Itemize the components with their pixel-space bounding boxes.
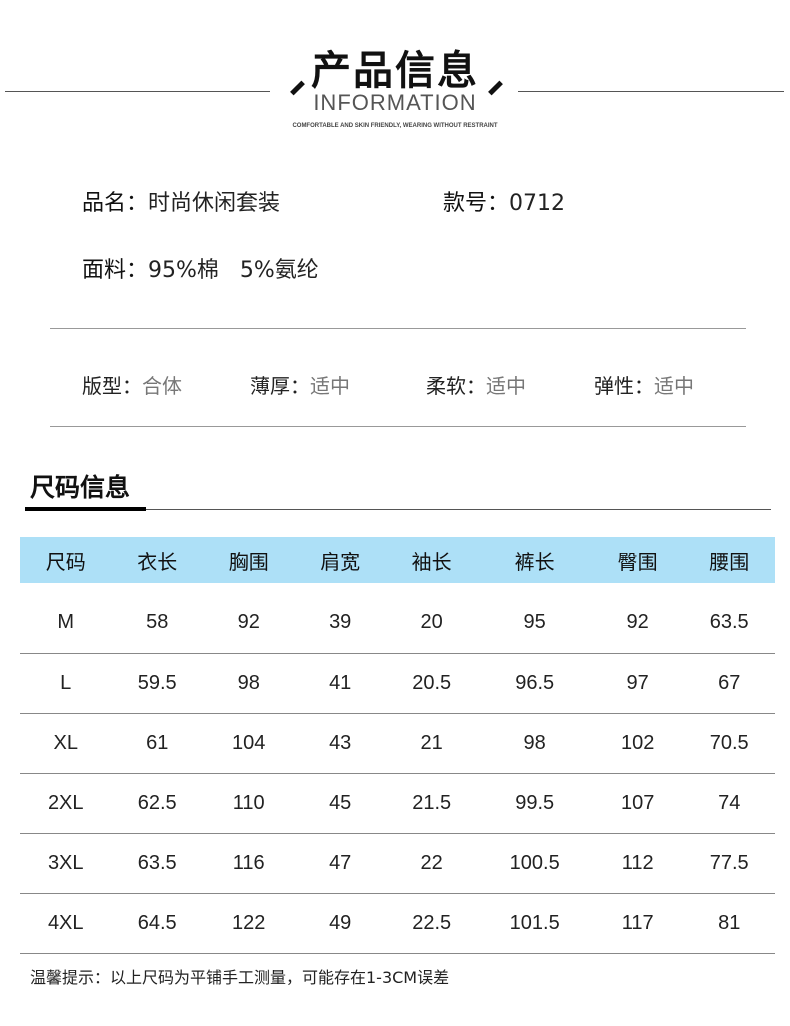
- table-cell: XL: [20, 713, 112, 774]
- label: 薄厚：: [250, 374, 310, 398]
- value: 适中: [486, 374, 526, 398]
- tagline: COMFORTABLE AND SKIN FRIENDLY, WEARING W…: [292, 123, 498, 129]
- table-cell: 45: [294, 773, 386, 834]
- table-cell: 62.5: [111, 773, 203, 834]
- table-cell: 70.5: [683, 713, 775, 774]
- table-cell: 102: [591, 713, 684, 774]
- value: 适中: [310, 374, 350, 398]
- section-divider: [146, 509, 771, 510]
- header-divider-left: [5, 91, 270, 92]
- table-cell: 20.5: [385, 653, 478, 714]
- table-cell: 63.5: [683, 583, 775, 654]
- header-divider-right: [518, 91, 784, 92]
- table-cell: 98: [202, 653, 295, 714]
- size-section-title: 尺码信息: [30, 473, 131, 502]
- table-cell: 43: [294, 713, 386, 774]
- value: 合体: [142, 374, 182, 398]
- table-cell: 81: [683, 893, 775, 954]
- table-cell: 3XL: [20, 833, 112, 894]
- table-cell: 98: [477, 713, 592, 774]
- table-cell: 92: [591, 583, 684, 654]
- attr-thickness: 薄厚：适中: [250, 370, 350, 399]
- column-header: 腰围: [683, 537, 775, 583]
- table-cell: 2XL: [20, 773, 112, 834]
- table-cell: 64.5: [111, 893, 203, 954]
- value: 时尚休闲套装: [148, 191, 281, 216]
- divider: [50, 328, 746, 329]
- table-row: 2XL 62.5 110 45 21.5 99.5 107 74: [20, 773, 775, 834]
- value: 95%棉 5%氨纶: [148, 258, 319, 283]
- page-subtitle: INFORMATION: [313, 90, 477, 115]
- table-cell: 67: [683, 653, 775, 714]
- table-cell: 49: [294, 893, 386, 954]
- section-underline: [25, 507, 146, 511]
- value: 适中: [654, 374, 694, 398]
- table-cell: 47: [294, 833, 386, 894]
- table-cell: 92: [202, 583, 295, 654]
- table-row: L 59.5 98 41 20.5 96.5 97 67: [20, 653, 775, 714]
- column-header: 胸围: [202, 537, 295, 583]
- table-row: 4XL 64.5 122 49 22.5 101.5 117 81: [20, 893, 775, 954]
- table-cell: 20: [385, 583, 478, 654]
- table-cell: 22: [385, 833, 478, 894]
- size-table: 尺码 衣长 胸围 肩宽 袖长 裤长 臀围 腰围 M 58 92 39 20 95 92 63.5 L 59.5 9…: [20, 537, 775, 954]
- label: 面料：: [82, 258, 149, 283]
- table-cell: L: [20, 653, 112, 714]
- page-title: 产品信息: [311, 48, 479, 94]
- product-name: 品名：时尚休闲套装: [82, 185, 280, 217]
- table-row: XL 61 104 43 21 98 102 70.5: [20, 713, 775, 774]
- product-fabric: 面料：95%棉 5%氨纶: [82, 252, 319, 284]
- table-cell: 95: [477, 583, 592, 654]
- table-cell: 58: [111, 583, 203, 654]
- table-cell: 61: [111, 713, 203, 774]
- table-cell: 22.5: [385, 893, 478, 954]
- table-cell: 41: [294, 653, 386, 714]
- label: 版型：: [82, 374, 142, 398]
- label: 弹性：: [594, 374, 654, 398]
- table-cell: 99.5: [477, 773, 592, 834]
- divider: [50, 426, 746, 427]
- column-header: 裤长: [477, 537, 592, 583]
- table-cell: M: [20, 583, 112, 654]
- table-cell: 97: [591, 653, 684, 714]
- attr-fit: 版型：合体: [82, 370, 182, 399]
- column-header: 臀围: [591, 537, 684, 583]
- table-cell: 63.5: [111, 833, 203, 894]
- attr-elasticity: 弹性：适中: [594, 370, 694, 399]
- size-note: 温馨提示：以上尺码为平铺手工测量，可能存在1-3CM误差: [30, 968, 450, 987]
- table-cell: 112: [591, 833, 684, 894]
- column-header: 衣长: [111, 537, 203, 583]
- attr-softness: 柔软：适中: [426, 370, 526, 399]
- table-cell: 74: [683, 773, 775, 834]
- column-header: 肩宽: [294, 537, 386, 583]
- table-row: 3XL 63.5 116 47 22 100.5 112 77.5: [20, 833, 775, 894]
- table-cell: 96.5: [477, 653, 592, 714]
- column-header: 袖长: [385, 537, 478, 583]
- column-header: 尺码: [20, 537, 112, 583]
- table-cell: 77.5: [683, 833, 775, 894]
- table-cell: 110: [202, 773, 295, 834]
- product-model: 款号：0712: [443, 185, 565, 217]
- value: 0712: [509, 191, 566, 216]
- table-cell: 21.5: [385, 773, 478, 834]
- label: 品名：: [82, 191, 149, 216]
- table-cell: 39: [294, 583, 386, 654]
- table-cell: 100.5: [477, 833, 592, 894]
- table-cell: 59.5: [111, 653, 203, 714]
- label: 柔软：: [426, 374, 486, 398]
- table-cell: 116: [202, 833, 295, 894]
- table-cell: 107: [591, 773, 684, 834]
- table-cell: 122: [202, 893, 295, 954]
- table-cell: 4XL: [20, 893, 112, 954]
- label: 款号：: [443, 191, 510, 216]
- table-cell: 101.5: [477, 893, 592, 954]
- table-cell: 104: [202, 713, 295, 774]
- table-cell: 21: [385, 713, 478, 774]
- table-cell: 117: [591, 893, 684, 954]
- table-row: M 58 92 39 20 95 92 63.5: [20, 583, 775, 654]
